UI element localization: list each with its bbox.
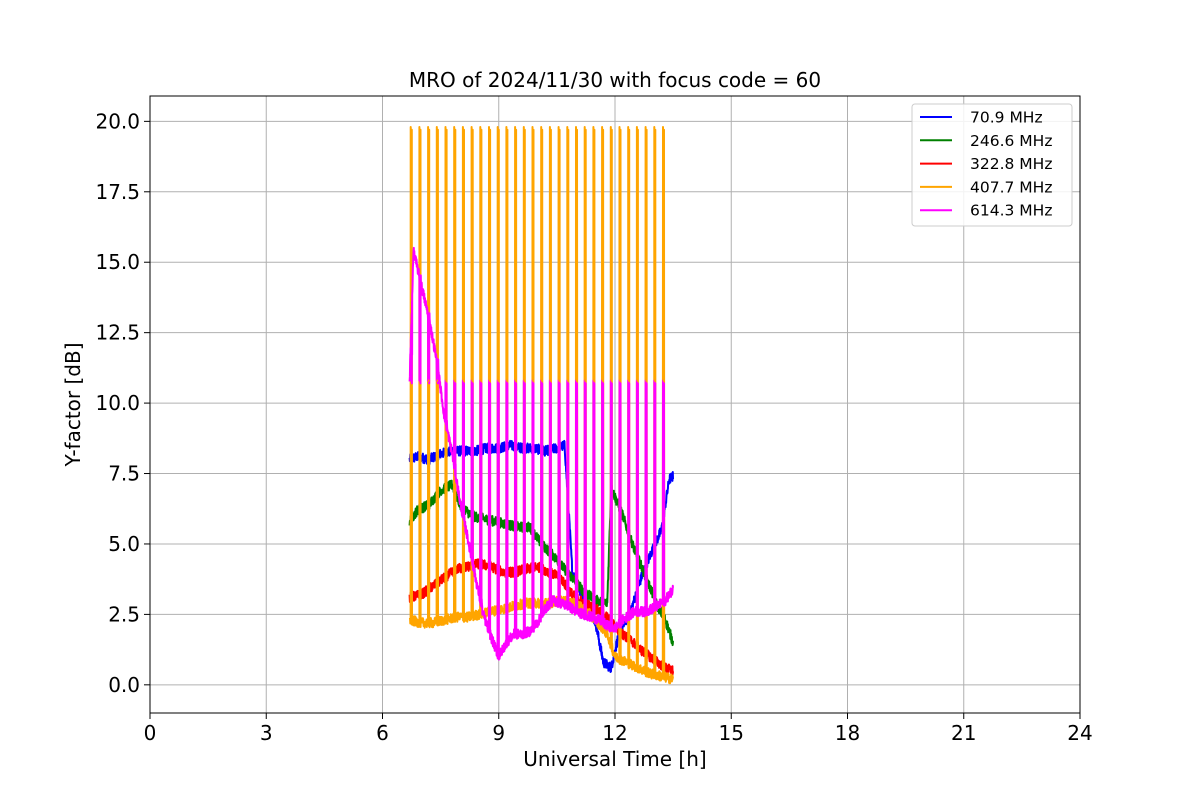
- x-tick-label: 15: [719, 721, 744, 745]
- x-tick-label: 9: [492, 721, 505, 745]
- legend: 70.9 MHz 246.6 MHz 322.8 MHz 407.7 MHz 614.3…: [911, 103, 1073, 227]
- legend-label: 70.9 MHz: [970, 109, 1043, 127]
- x-tick-label: 0: [144, 721, 157, 745]
- x-tick-label: 6: [376, 721, 389, 745]
- x-axis: 0 3 6 9 12 15 18 21 24: [144, 713, 1093, 745]
- legend-box: [911, 103, 1073, 227]
- y-tick-label: 2.5: [108, 602, 140, 626]
- series-line: [408, 126, 674, 685]
- series-layer: [408, 126, 674, 685]
- y-tick-label: 15.0: [95, 250, 140, 274]
- y-tick-label: 7.5: [108, 462, 140, 486]
- y-tick-label: 12.5: [95, 321, 140, 345]
- y-axis: 0.0 2.5 5.0 7.5 10.0 12.5 15.0 17.5 20.0: [95, 109, 150, 697]
- y-tick-label: 0.0: [108, 673, 140, 697]
- legend-label: 246.6 MHz: [970, 132, 1052, 150]
- x-tick-label: 24: [1067, 721, 1092, 745]
- x-axis-title: Universal Time [h]: [523, 747, 706, 771]
- legend-label: 322.8 MHz: [970, 155, 1052, 173]
- legend-label: 614.3 MHz: [970, 202, 1052, 220]
- y-tick-label: 20.0: [95, 109, 140, 133]
- y-tick-label: 10.0: [95, 391, 140, 415]
- y-tick-label: 17.5: [95, 180, 140, 204]
- x-tick-label: 18: [835, 721, 860, 745]
- x-tick-label: 21: [951, 721, 976, 745]
- y-axis-title: Y-factor [dB]: [61, 342, 85, 467]
- chart-title: MRO of 2024/11/30 with focus code = 60: [409, 68, 821, 92]
- series-line: [408, 246, 674, 661]
- y-tick-label: 5.0: [108, 532, 140, 556]
- x-tick-label: 12: [602, 721, 627, 745]
- x-tick-label: 3: [260, 721, 273, 745]
- legend-label: 407.7 MHz: [970, 178, 1052, 196]
